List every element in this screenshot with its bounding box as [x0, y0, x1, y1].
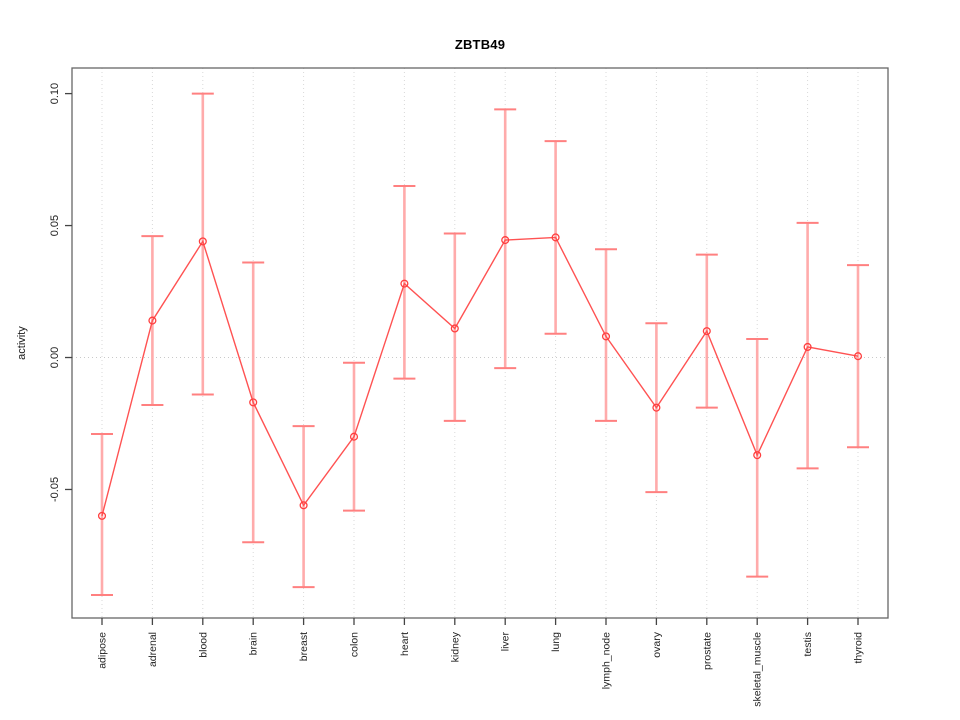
data-point — [97, 511, 107, 520]
data-point — [601, 332, 611, 341]
y-tick-label: 0.10 — [49, 83, 61, 104]
data-point — [148, 316, 157, 325]
x-tick-label: prostate — [701, 632, 713, 670]
x-tick-label: adrenal — [147, 632, 159, 667]
data-point — [400, 279, 409, 288]
x-tick-label: lymph_node — [601, 632, 613, 689]
x-tick-label: heart — [399, 632, 411, 656]
x-tick-label: ovary — [651, 631, 663, 657]
chart-title: ZBTB49 — [454, 37, 506, 52]
x-tick-label: breast — [298, 632, 310, 661]
x-tick-label: colon — [349, 632, 361, 657]
data-point — [249, 398, 258, 407]
data-point — [349, 432, 359, 441]
data-point — [652, 403, 661, 412]
series-line — [101, 236, 859, 517]
y-tick-label: -0.05 — [49, 477, 61, 502]
data-point — [753, 451, 762, 460]
x-tick-label: kidney — [449, 631, 461, 662]
x-tick-label: testis — [802, 632, 814, 657]
x-tick-label: thyroid — [853, 632, 865, 664]
x-tick-label: skeletal_muscle — [752, 632, 764, 707]
data-point — [450, 324, 459, 333]
x-tick-label: liver — [500, 632, 512, 652]
y-tick-label: 0.05 — [49, 215, 61, 236]
data-point — [803, 342, 812, 352]
x-tick-label: blood — [197, 632, 209, 658]
plot-border — [71, 67, 889, 619]
data-point — [551, 233, 560, 242]
data-point — [702, 327, 711, 336]
data-point — [299, 501, 308, 510]
data-point — [501, 236, 510, 245]
data-point — [198, 237, 207, 246]
x-tick-label: lung — [550, 632, 562, 652]
x-tick-label: adipose — [97, 632, 109, 669]
y-tick-label: 0.00 — [49, 347, 61, 368]
data-point — [853, 352, 863, 361]
x-tick-label: brain — [248, 632, 260, 656]
